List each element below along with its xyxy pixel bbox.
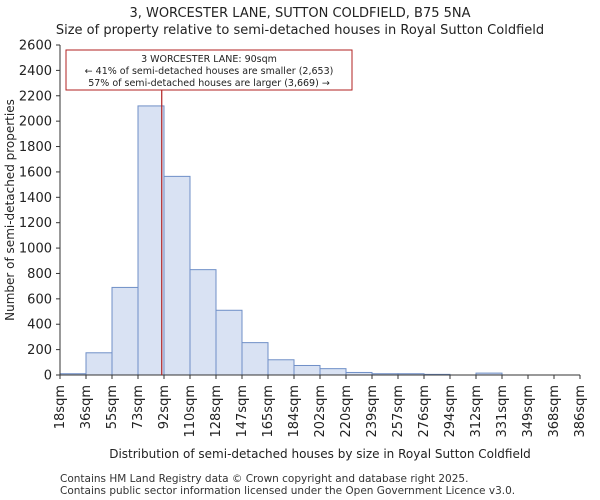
bar-55sqm	[111, 286, 139, 376]
x-tick-label: 110sqm	[183, 385, 198, 438]
y-tick-label: 1000	[19, 242, 52, 257]
x-tick-label: 202sqm	[313, 385, 328, 438]
y-tick-label: 2000	[19, 115, 52, 130]
bar-73sqm	[137, 105, 165, 376]
y-tick-label: 1400	[19, 191, 52, 206]
y-tick-label: 1200	[19, 216, 52, 231]
y-tick-label: 400	[27, 318, 52, 333]
x-tick-label: 294sqm	[443, 385, 458, 438]
x-tick-label: 147sqm	[235, 385, 250, 438]
y-tick-label: 800	[27, 267, 52, 282]
x-tick-label: 276sqm	[417, 385, 432, 438]
x-tick-label: 184sqm	[287, 385, 302, 438]
footer-line-2: Contains public sector information licen…	[60, 485, 516, 497]
y-tick-label: 2600	[19, 39, 52, 54]
bar-128sqm	[215, 309, 243, 376]
chart-title: 3, WORCESTER LANE, SUTTON COLDFIELD, B75…	[129, 6, 471, 21]
y-tick-label: 2400	[19, 64, 52, 79]
y-tick-label: 1600	[19, 165, 52, 180]
x-tick-label: 331sqm	[495, 385, 510, 438]
y-tick-label: 600	[27, 292, 52, 307]
x-tick-label: 165sqm	[261, 385, 276, 438]
bar-36sqm	[85, 352, 113, 376]
annotation-box	[65, 49, 353, 91]
bar-110sqm	[189, 269, 217, 376]
x-tick-label: 349sqm	[521, 385, 536, 438]
bar-184sqm	[293, 364, 321, 376]
bar-165sqm	[267, 359, 295, 376]
x-tick-label: 128sqm	[209, 385, 224, 438]
x-tick-label: 36sqm	[79, 385, 94, 429]
x-tick-label: 386sqm	[573, 385, 588, 438]
x-tick-label: 73sqm	[131, 385, 146, 429]
y-tick-label: 0	[44, 369, 52, 384]
annotation-line-2: ← 41% of semi-detached houses are smalle…	[85, 66, 334, 77]
y-tick-label: 200	[27, 343, 52, 358]
y-tick-label: 1800	[19, 140, 52, 155]
x-tick-label: 220sqm	[339, 385, 354, 438]
x-tick-label: 55sqm	[105, 385, 120, 429]
x-tick-label: 312sqm	[469, 385, 484, 438]
x-tick-label: 368sqm	[547, 385, 562, 438]
bar-147sqm	[241, 342, 269, 376]
chart-subtitle: Size of property relative to semi-detach…	[55, 23, 545, 38]
x-tick-label: 239sqm	[365, 385, 380, 438]
x-tick-label: 92sqm	[157, 385, 172, 429]
y-tick-label: 2200	[19, 89, 52, 104]
annotation-line-3: 57% of semi-detached houses are larger (…	[88, 78, 330, 89]
footer-line-1: Contains HM Land Registry data © Crown c…	[60, 473, 469, 485]
x-axis-label: Distribution of semi-detached houses by …	[109, 447, 531, 461]
x-tick-label: 18sqm	[53, 385, 68, 429]
annotation-line-1: 3 WORCESTER LANE: 90sqm	[141, 54, 277, 65]
bar-92sqm	[163, 175, 191, 376]
bar-202sqm	[319, 368, 347, 376]
y-axis-label: Number of semi-detached properties	[3, 99, 17, 321]
x-tick-label: 257sqm	[391, 385, 406, 438]
marker-annotation: 3 WORCESTER LANE: 90sqm ← 41% of semi-de…	[65, 49, 353, 91]
